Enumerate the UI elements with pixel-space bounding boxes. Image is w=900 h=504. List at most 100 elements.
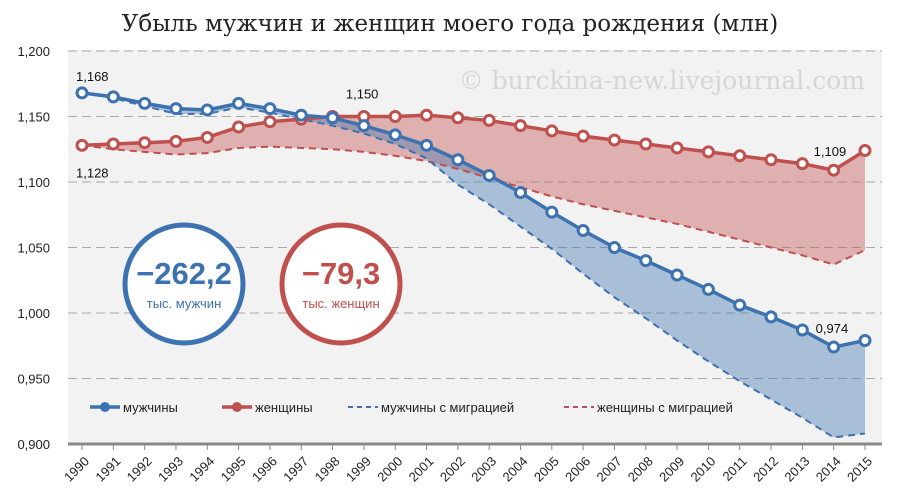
x-tick-label: 2014	[813, 454, 844, 485]
men-migration-gap-area	[82, 92, 865, 438]
data-point	[106, 137, 120, 151]
men-loss-caption: тыс. мужчин	[147, 296, 222, 311]
x-tick-label: 2012	[750, 454, 781, 485]
data-label: 1,150	[346, 87, 379, 102]
data-point	[451, 153, 465, 167]
data-label: 0,974	[816, 321, 849, 336]
data-point	[138, 96, 152, 110]
data-point	[326, 111, 340, 125]
legend-label: женщины с миграцией	[597, 400, 733, 415]
x-tick-label: 1995	[218, 454, 249, 485]
data-point	[420, 108, 434, 122]
data-point	[482, 168, 496, 182]
data-point	[200, 103, 214, 117]
x-tick-label: 1998	[312, 454, 343, 485]
data-point	[388, 110, 402, 123]
data-point	[294, 108, 308, 122]
data-point	[169, 134, 183, 148]
data-point	[701, 282, 715, 296]
x-tick-label: 1992	[124, 454, 155, 485]
data-label: 1,168	[76, 69, 109, 84]
data-point	[200, 130, 214, 144]
data-point	[513, 119, 527, 133]
x-tick-label: 2000	[374, 454, 405, 485]
x-tick-label: 2005	[531, 454, 562, 485]
x-tick-label: 2002	[437, 454, 468, 485]
x-tick-label: 1997	[280, 454, 311, 485]
x-tick-label: 2011	[719, 454, 749, 484]
x-tick-label: 1994	[186, 454, 217, 485]
data-point	[733, 298, 747, 312]
women-migration-gap-area	[82, 115, 865, 265]
data-point	[764, 153, 778, 167]
data-point	[75, 86, 89, 100]
x-tick-label: 2008	[625, 454, 656, 485]
y-tick-label: 1,050	[17, 241, 50, 256]
legend-label: женщины	[255, 400, 313, 415]
data-point	[106, 90, 120, 104]
legend: мужчины женщины мужчины с миграцией женщины…	[90, 400, 733, 415]
women-loss-value: −79,3	[302, 256, 380, 291]
data-point	[545, 205, 559, 219]
legend-label: мужчины	[123, 400, 178, 415]
data-point	[576, 223, 590, 237]
data-point	[764, 310, 778, 324]
x-tick-label: 1993	[155, 454, 186, 485]
x-tick-label: 1990	[61, 454, 92, 485]
data-point	[795, 323, 809, 337]
annotation-women: −79,3 тыс. женщин	[279, 222, 403, 346]
y-tick-label: 1,200	[17, 44, 50, 59]
x-tick-label: 2007	[594, 454, 625, 485]
data-point	[357, 119, 371, 133]
data-point	[670, 141, 684, 155]
men-loss-value: −262,2	[136, 256, 232, 291]
data-point	[639, 254, 653, 268]
men-loss-circle	[122, 222, 246, 346]
x-tick-label: 1991	[92, 454, 123, 485]
data-point	[576, 129, 590, 143]
data-point	[858, 334, 872, 348]
data-label: 1,128	[76, 165, 109, 180]
x-tick-label: 1996	[249, 454, 280, 485]
data-point	[827, 340, 841, 354]
x-tick-label: 2006	[562, 454, 593, 485]
data-point	[545, 124, 559, 138]
data-point	[138, 136, 152, 150]
data-point	[827, 163, 841, 177]
data-point	[482, 113, 496, 127]
data-point	[232, 96, 246, 110]
women-loss-circle	[279, 222, 403, 346]
data-point	[232, 120, 246, 134]
data-point	[607, 133, 621, 147]
data-point	[420, 138, 434, 152]
x-tick-label: 2013	[781, 454, 812, 485]
legend-label: мужчины с миграцией	[381, 400, 514, 415]
watermark: © burckina-new.livejournal.com	[459, 66, 866, 95]
y-tick-label: 1,100	[17, 175, 50, 190]
y-tick-label: 0,950	[17, 372, 50, 387]
data-point	[263, 102, 277, 116]
data-point	[169, 102, 183, 116]
x-tick-label: 2015	[844, 454, 875, 485]
data-point	[639, 137, 653, 151]
data-point	[858, 144, 872, 158]
data-point	[75, 138, 89, 152]
women-loss-caption: тыс. женщин	[302, 296, 379, 311]
data-point	[701, 145, 715, 159]
data-point	[263, 115, 277, 129]
legend-marker	[100, 402, 110, 412]
data-point	[513, 185, 527, 199]
x-tick-label: 2003	[468, 454, 499, 485]
data-label: 1,109	[814, 144, 847, 159]
y-tick-label: 1,150	[17, 110, 50, 125]
x-tick-label: 1999	[343, 454, 374, 485]
y-tick-label: 0,900	[17, 437, 50, 452]
series-line-3	[81, 144, 866, 266]
data-point	[451, 111, 465, 125]
data-point	[733, 149, 747, 163]
x-tick-label: 2010	[687, 454, 718, 485]
data-point	[795, 157, 809, 171]
x-tick-label: 2009	[656, 454, 687, 485]
data-point	[388, 128, 402, 142]
